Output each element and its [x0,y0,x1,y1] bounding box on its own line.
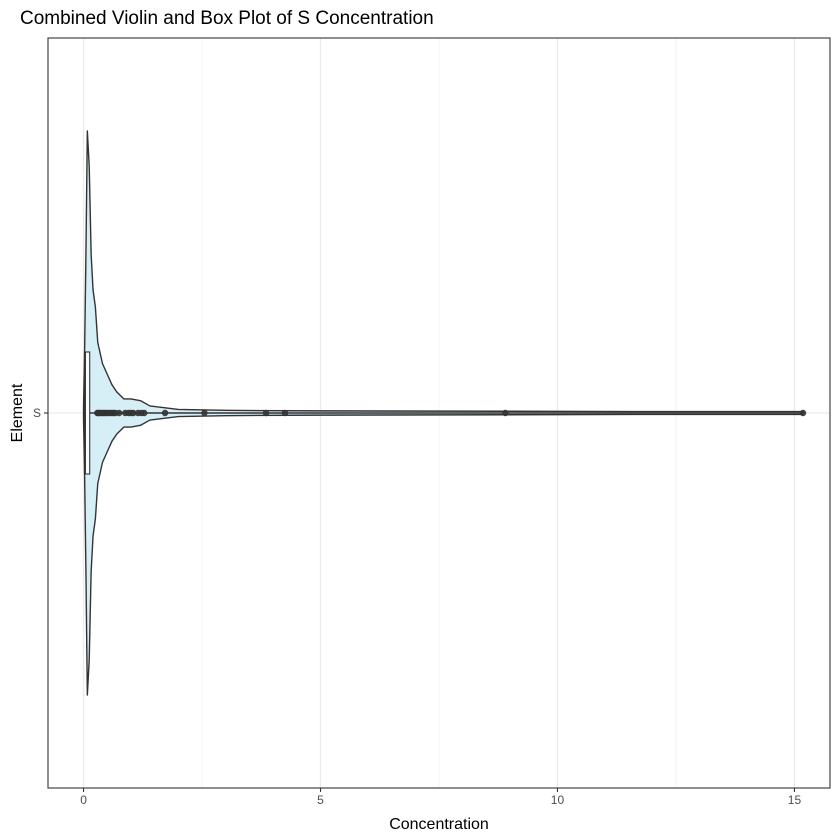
x-tick-label: 0 [80,793,87,807]
y-axis-title: Element [9,383,26,442]
outlier-point [161,409,169,417]
x-tick-label: 10 [551,793,565,807]
outlier-point [115,409,123,417]
x-axis-title: Concentration [389,816,489,833]
outlier-point [141,409,148,417]
chart-title: Combined Violin and Box Plot of S Concen… [20,8,434,29]
outlier-layer [94,409,807,417]
outlier-point [281,409,289,417]
x-axis: 0 5 10 15 [80,788,801,807]
outlier-point [799,409,807,417]
y-axis: S [33,406,48,420]
outlier-point [201,409,208,417]
outlier-point [262,409,270,417]
box-layer [83,351,803,475]
x-tick-label: 5 [317,793,324,807]
y-tick-label: S [33,406,41,420]
x-tick-label: 15 [788,793,802,807]
outlier-point [502,409,509,417]
